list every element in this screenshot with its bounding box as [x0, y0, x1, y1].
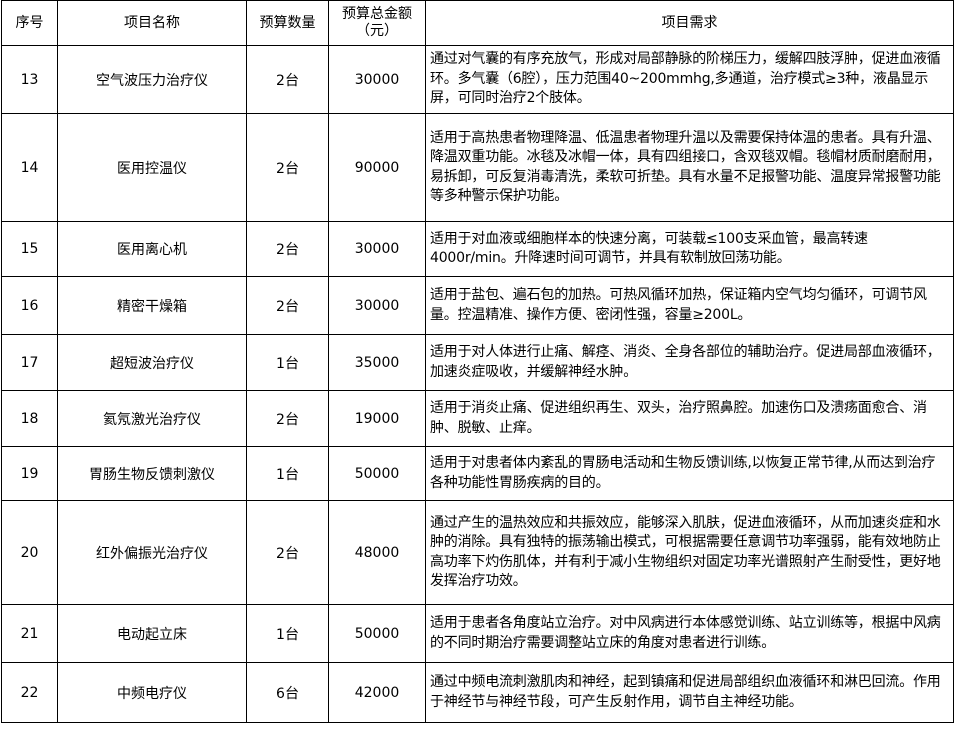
cell-requirement: 适用于盐包、遍石包的加热。可热风循环加热，保证箱内空气均匀循环，可调节风量。控温… — [425, 276, 954, 335]
cell-qty: 1台 — [246, 604, 329, 663]
cell-name: 精密干燥箱 — [57, 276, 247, 335]
cell-no: 19 — [1, 446, 58, 501]
cell-requirement: 适用于对人体进行止痛、解痉、消炎、全身各部位的辅助治疗。促进局部血液循环，加速炎… — [425, 334, 954, 391]
cell-no: 13 — [1, 45, 58, 114]
cell-qty: 6台 — [246, 662, 329, 723]
cell-qty: 2台 — [246, 113, 329, 222]
cell-no: 15 — [1, 221, 58, 277]
cell-qty: 1台 — [246, 446, 329, 501]
cell-amount: 30000 — [328, 45, 426, 114]
cell-amount: 42000 — [328, 662, 426, 723]
cell-qty: 2台 — [246, 500, 329, 605]
cell-qty: 1台 — [246, 334, 329, 391]
cell-amount: 30000 — [328, 221, 426, 277]
cell-qty: 2台 — [246, 390, 329, 447]
table-row: 14 医用控温仪 2台 90000 适用于高热患者物理降温、低温患者物理升温以及需要保持… — [1, 113, 954, 222]
cell-name: 氦氖激光治疗仪 — [57, 390, 247, 447]
cell-no: 14 — [1, 113, 58, 222]
cell-amount: 19000 — [328, 390, 426, 447]
cell-requirement: 适用于高热患者物理降温、低温患者物理升温以及需要保持体温的患者。具有升温、降温双… — [425, 113, 954, 222]
cell-requirement: 适用于对患者体内紊乱的胃肠电活动和生物反馈训练,以恢复正常节律,从而达到治疗各种… — [425, 446, 954, 501]
cell-qty: 2台 — [246, 221, 329, 277]
table-row: 17 超短波治疗仪 1台 35000 适用于对人体进行止痛、解痉、消炎、全身各部位的辅助… — [1, 334, 954, 391]
cell-name: 超短波治疗仪 — [57, 334, 247, 391]
cell-amount: 30000 — [328, 276, 426, 335]
cell-name: 中频电疗仪 — [57, 662, 247, 723]
table-row: 19 胃肠生物反馈刺激仪 1台 50000 适用于对患者体内紊乱的胃肠电活动和生物反馈训… — [1, 446, 954, 501]
cell-requirement: 通过产生的温热效应和共振效应，能够深入肌肤，促进血液循环，从而加速炎症和水肿的消… — [425, 500, 954, 605]
cell-requirement: 通过中频电流刺激肌肉和神经，起到镇痛和促进局部组织血液循环和淋巴回流。作用于神经… — [425, 662, 954, 723]
cell-name: 医用离心机 — [57, 221, 247, 277]
cell-amount: 50000 — [328, 446, 426, 501]
cell-name: 胃肠生物反馈刺激仪 — [57, 446, 247, 501]
cell-qty: 2台 — [246, 45, 329, 114]
header-req: 项目需求 — [425, 0, 954, 46]
header-name: 项目名称 — [57, 0, 247, 46]
cell-requirement: 适用于消炎止痛、促进组织再生、双头，治疗照鼻腔。加速伤口及溃疡面愈合、消肿、脱敏… — [425, 390, 954, 447]
header-qty: 预算数量 — [246, 0, 329, 46]
table-row: 13 空气波压力治疗仪 2台 30000 通过对气囊的有序充放气，形成对局部静脉的阶梯压… — [1, 45, 954, 114]
cell-name: 医用控温仪 — [57, 113, 247, 222]
header-no: 序号 — [1, 0, 58, 46]
cell-name: 电动起立床 — [57, 604, 247, 663]
table-row: 21 电动起立床 1台 50000 适用于患者各角度站立治疗。对中风病进行本体感觉训练、… — [1, 604, 954, 663]
cell-requirement: 通过对气囊的有序充放气，形成对局部静脉的阶梯压力，缓解四肢浮肿，促进血液循环。多… — [425, 45, 954, 114]
cell-no: 21 — [1, 604, 58, 663]
cell-no: 16 — [1, 276, 58, 335]
cell-no: 18 — [1, 390, 58, 447]
table-row: 15 医用离心机 2台 30000 适用于对血液或细胞样本的快速分离，可装载≤100支采… — [1, 221, 954, 277]
table-row: 18 氦氖激光治疗仪 2台 19000 适用于消炎止痛、促进组织再生、双头，治疗照鼻腔。… — [1, 390, 954, 447]
cell-no: 17 — [1, 334, 58, 391]
table-row: 22 中频电疗仪 6台 42000 通过中频电流刺激肌肉和神经，起到镇痛和促进局部组织血… — [1, 662, 954, 723]
header-amount: 预算总金额（元） — [328, 0, 426, 46]
header-row: 序号 项目名称 预算数量 预算总金额（元） 项目需求 — [1, 0, 954, 46]
cell-name: 红外偏振光治疗仪 — [57, 500, 247, 605]
cell-amount: 90000 — [328, 113, 426, 222]
cell-requirement: 适用于患者各角度站立治疗。对中风病进行本体感觉训练、站立训练等，根据中风病的不同… — [425, 604, 954, 663]
cell-amount: 35000 — [328, 334, 426, 391]
cell-no: 20 — [1, 500, 58, 605]
cell-no: 22 — [1, 662, 58, 723]
cell-amount: 48000 — [328, 500, 426, 605]
cell-qty: 2台 — [246, 276, 329, 335]
cell-amount: 50000 — [328, 604, 426, 663]
cell-name: 空气波压力治疗仪 — [57, 45, 247, 114]
table-row: 16 精密干燥箱 2台 30000 适用于盐包、遍石包的加热。可热风循环加热，保证箱内空… — [1, 276, 954, 335]
table-row: 20 红外偏振光治疗仪 2台 48000 通过产生的温热效应和共振效应，能够深入肌肤，促… — [1, 500, 954, 605]
cell-requirement: 适用于对血液或细胞样本的快速分离，可装载≤100支采血管，最高转速4000r/m… — [425, 221, 954, 277]
